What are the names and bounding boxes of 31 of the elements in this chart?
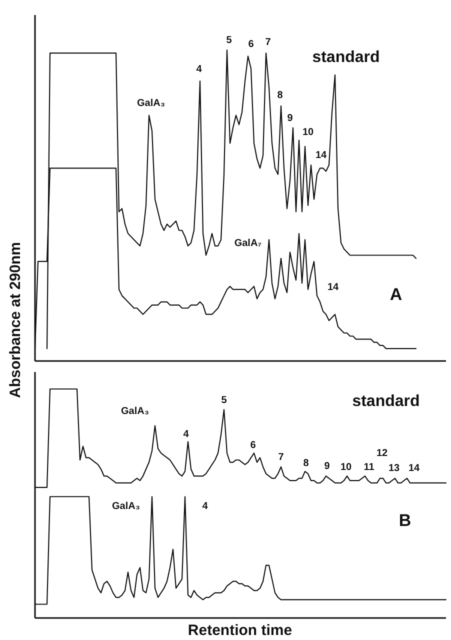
annotation: 8 [303,458,310,469]
annotation: 13 [388,463,400,474]
annotation: 5 [221,395,228,406]
annotation: 14 [315,150,327,161]
annotation: 10 [302,127,314,138]
annotation: GalA₇ [234,238,262,249]
annotation: 6 [250,440,256,451]
y-axis-title: Absorbance at 290nm [7,242,24,398]
annotation: 9 [324,461,330,472]
annotation: 14 [327,282,339,293]
annotation: 4 [183,429,190,440]
annotation: GalA₃ [112,501,140,512]
annotation: 4 [202,501,208,512]
text: 7 [265,37,272,48]
annotation: 6 [248,39,254,50]
annotation: B [398,511,412,530]
text: 5 [226,35,232,46]
annotation: 14 [408,463,420,474]
annotation: A [390,285,402,304]
annotation: 9 [287,113,294,124]
annotation: 11 [364,462,375,473]
annotation: 10 [340,462,352,473]
annotation: standard [312,49,380,66]
annotation: 12 [376,448,388,459]
annotation: 7 [278,452,284,463]
annotation: 4 [196,64,202,75]
annotation: standard [352,393,420,410]
x-axis-title: Retention time [188,622,292,639]
annotation: 8 [277,90,284,101]
annotation: GalA₃ [137,98,166,109]
annotation: GalA₃ [121,406,150,417]
